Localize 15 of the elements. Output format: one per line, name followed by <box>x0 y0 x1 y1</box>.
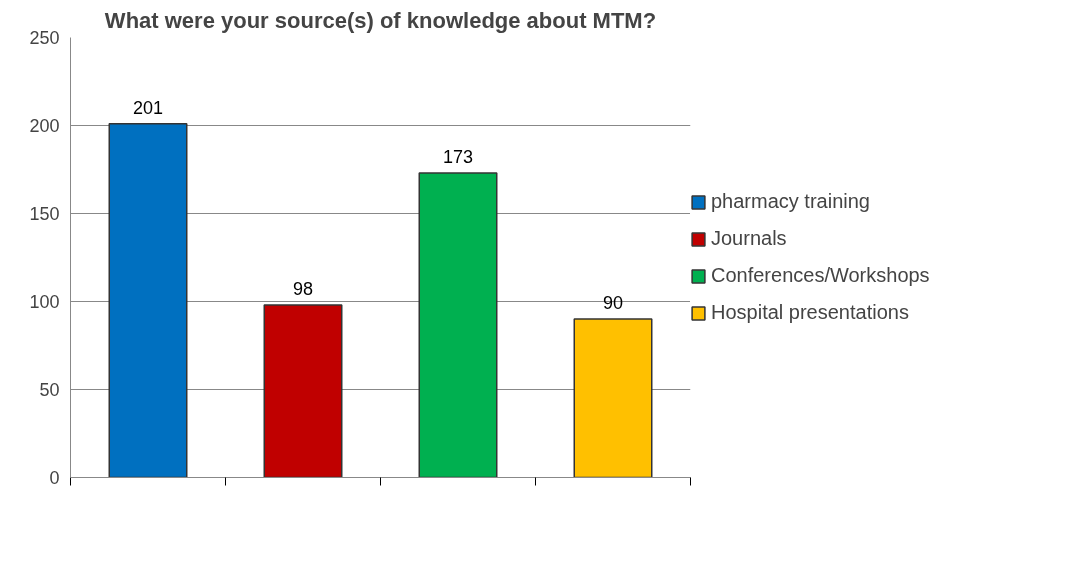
legend-label: Hospital presentations <box>711 301 909 324</box>
y-tick-label: 100 <box>29 292 60 312</box>
y-tick-label: 50 <box>39 380 60 400</box>
data-label: 173 <box>442 147 474 168</box>
data-label: 98 <box>292 279 314 300</box>
legend-label: Journals <box>711 227 787 250</box>
y-tick-label: 250 <box>29 28 60 48</box>
data-label: 90 <box>602 293 624 314</box>
y-tick-label: 200 <box>29 116 60 136</box>
legend-label: pharmacy training <box>711 190 870 213</box>
data-label: 201 <box>132 97 164 118</box>
chart-title: What were your source(s) of knowledge about MTM? <box>104 7 657 33</box>
y-tick-label: 0 <box>49 468 60 488</box>
y-tick-label: 150 <box>29 204 60 224</box>
legend-label: Conferences/Workshops <box>711 264 930 287</box>
